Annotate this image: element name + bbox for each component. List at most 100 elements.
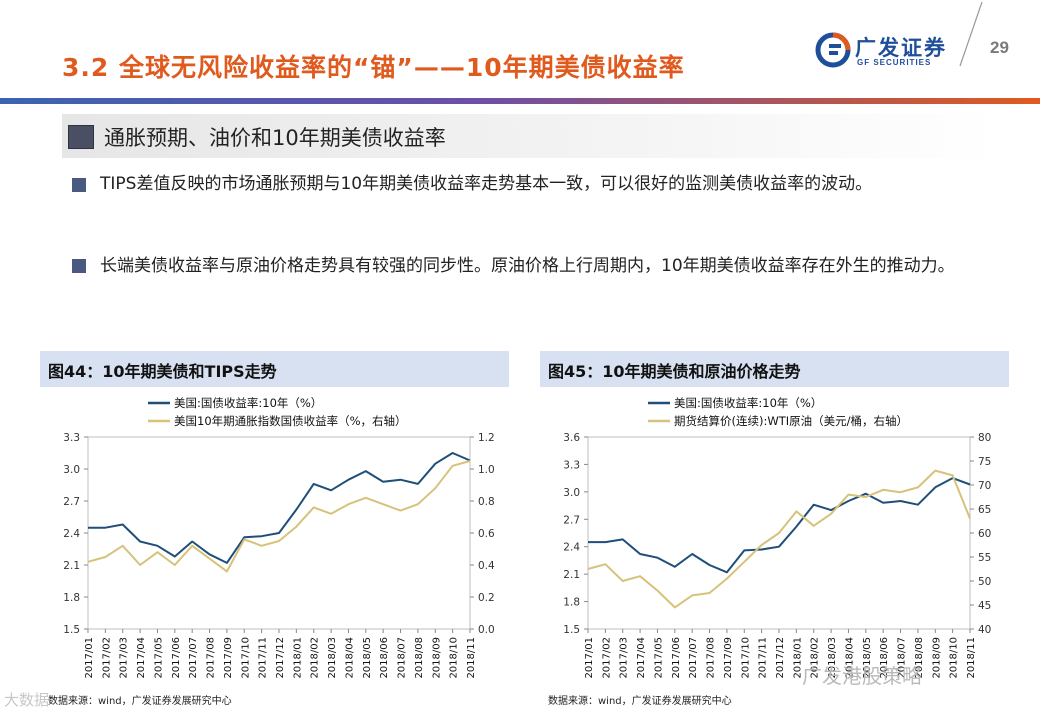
x-tick-label: 2017/07 bbox=[688, 637, 699, 679]
x-tick-label: 2017/11 bbox=[758, 637, 769, 679]
x-tick-label: 2017/02 bbox=[601, 637, 612, 679]
chart-title: 图45：10年期美债和原油价格走势 bbox=[548, 362, 801, 381]
bullet-text-2: 长端美债收益率与原油价格走势具有较强的同步性。原油价格上行周期内，10年期美债收… bbox=[100, 256, 955, 276]
y-left-tick-label: 3.0 bbox=[63, 464, 80, 476]
x-tick-label: 2017/09 bbox=[223, 637, 234, 679]
chart-panel-header: 图45：10年期美债和原油价格走势 bbox=[540, 351, 1009, 387]
chart-source-44: 数据来源：wind，广发证券发展研究中心 bbox=[48, 696, 232, 707]
y-left-tick-label: 3.3 bbox=[563, 459, 580, 471]
x-tick-label: 2017/05 bbox=[653, 637, 664, 679]
x-tick-label: 2017/11 bbox=[258, 637, 269, 679]
x-tick-label: 2018/02 bbox=[310, 637, 321, 679]
y-left-tick-label: 2.4 bbox=[63, 528, 80, 540]
y-right-tick-label: 40 bbox=[978, 624, 991, 636]
header-divider-bar bbox=[0, 98, 1040, 104]
y-right-tick-label: 0.4 bbox=[478, 560, 495, 572]
chart-panel-header: 图44：10年期美债和TIPS走势 bbox=[40, 351, 509, 387]
y-right-tick-label: 50 bbox=[978, 576, 991, 588]
chart-source-45: 数据来源：wind，广发证券发展研究中心 bbox=[548, 696, 732, 707]
x-tick-label: 2018/07 bbox=[897, 637, 908, 679]
y-left-tick-label: 3.6 bbox=[563, 432, 580, 444]
y-right-tick-label: 0.6 bbox=[478, 528, 495, 540]
x-tick-label: 2017/04 bbox=[136, 637, 147, 679]
x-tick-label: 2018/08 bbox=[914, 637, 925, 679]
x-tick-label: 2018/06 bbox=[879, 637, 890, 679]
x-tick-label: 2017/01 bbox=[84, 637, 95, 679]
x-tick-label: 2018/05 bbox=[362, 637, 373, 679]
y-left-tick-label: 1.8 bbox=[563, 597, 580, 609]
x-tick-label: 2018/04 bbox=[844, 637, 855, 679]
y-left-tick-label: 2.7 bbox=[563, 514, 580, 526]
y-right-tick-label: 0.8 bbox=[478, 496, 495, 508]
bullet-text-1: TIPS差值反映的市场通胀预期与10年期美债收益率走势基本一致，可以很好的监测美… bbox=[100, 174, 873, 194]
x-tick-label: 2018/08 bbox=[414, 637, 425, 679]
bullet-square-icon bbox=[72, 259, 86, 273]
chart-panel-44: 图44：10年期美债和TIPS走势 美国:国债收益率:10年（%） 美国10年期通… bbox=[40, 351, 509, 691]
logo-name-cn: 广发证券 bbox=[855, 36, 947, 60]
x-tick-label: 2017/10 bbox=[240, 637, 251, 679]
x-tick-label: 2018/01 bbox=[792, 637, 803, 679]
x-tick-label: 2018/03 bbox=[827, 637, 838, 679]
y-right-tick-label: 65 bbox=[978, 504, 991, 516]
company-logo: 广发证券 GF SECURITIES bbox=[815, 30, 965, 74]
x-tick-label: 2018/10 bbox=[449, 637, 460, 679]
logo-name-en: GF SECURITIES bbox=[857, 58, 932, 67]
series-line bbox=[87, 460, 471, 573]
legend-label: 美国:国债收益率:10年（%） bbox=[174, 396, 322, 410]
y-left-tick-label: 1.8 bbox=[63, 592, 80, 604]
gf-logo-icon bbox=[815, 32, 851, 68]
section-header: 通胀预期、油价和10年期美债收益率 bbox=[62, 114, 997, 158]
x-tick-label: 2017/12 bbox=[775, 637, 786, 679]
y-left-tick-label: 1.5 bbox=[63, 624, 80, 636]
x-tick-label: 2017/03 bbox=[619, 637, 630, 679]
y-right-tick-label: 60 bbox=[978, 528, 991, 540]
y-right-tick-label: 75 bbox=[978, 456, 991, 468]
x-tick-label: 2017/01 bbox=[584, 637, 595, 679]
series-line bbox=[588, 477, 971, 574]
y-right-tick-label: 80 bbox=[978, 432, 991, 444]
y-right-tick-label: 0.0 bbox=[478, 624, 495, 636]
watermark-text: 广发港股策略 bbox=[802, 664, 922, 688]
x-tick-label: 2017/06 bbox=[171, 637, 182, 679]
y-right-tick-label: 55 bbox=[978, 552, 991, 564]
x-tick-label: 2017/08 bbox=[206, 637, 217, 679]
x-tick-label: 2018/09 bbox=[431, 637, 442, 679]
x-tick-label: 2017/05 bbox=[153, 637, 164, 679]
chart-44: 美国:国债收益率:10年（%） 美国10年期通胀指数国债收益率（%，右轴） 1.5 1… bbox=[63, 396, 495, 679]
y-left-tick-label: 2.1 bbox=[563, 569, 580, 581]
x-tick-label: 2018/07 bbox=[397, 637, 408, 679]
x-tick-label: 2018/05 bbox=[862, 637, 873, 679]
legend-label: 期货结算价(连续):WTI原油（美元/桶，右轴） bbox=[674, 414, 908, 428]
x-tick-label: 2017/08 bbox=[706, 637, 717, 679]
page-title: 3.2 全球无风险收益率的“锚”——10年期美债收益率 bbox=[62, 53, 685, 82]
section-heading: 通胀预期、油价和10年期美债收益率 bbox=[104, 126, 446, 150]
x-tick-label: 2017/06 bbox=[671, 637, 682, 679]
x-tick-label: 2017/12 bbox=[275, 637, 286, 679]
y-right-tick-label: 0.2 bbox=[478, 592, 495, 604]
watermark-corner: 大数据 bbox=[4, 691, 50, 709]
x-tick-label: 2017/10 bbox=[740, 637, 751, 679]
y-right-tick-label: 1.0 bbox=[478, 464, 495, 476]
y-left-tick-label: 2.7 bbox=[63, 496, 80, 508]
x-tick-label: 2018/04 bbox=[344, 637, 355, 679]
legend-label: 美国:国债收益率:10年（%） bbox=[674, 396, 822, 410]
chart-title: 图44：10年期美债和TIPS走势 bbox=[48, 362, 277, 381]
page-number: 29 bbox=[990, 38, 1009, 57]
bullet-square-icon bbox=[72, 178, 86, 192]
x-tick-label: 2017/03 bbox=[119, 637, 130, 679]
x-tick-label: 2018/09 bbox=[931, 637, 942, 679]
x-tick-label: 2018/11 bbox=[966, 637, 977, 679]
chart-45: 美国:国债收益率:10年（%） 期货结算价(连续):WTI原油（美元/桶，右轴） 1… bbox=[563, 396, 991, 679]
series-line bbox=[587, 469, 971, 609]
x-tick-label: 2017/07 bbox=[188, 637, 199, 679]
x-tick-label: 2018/03 bbox=[327, 637, 338, 679]
x-tick-label: 2017/04 bbox=[636, 637, 647, 679]
y-right-tick-label: 1.2 bbox=[478, 432, 495, 444]
divider-slash bbox=[959, 1, 983, 67]
chart-panel-45: 图45：10年期美债和原油价格走势 美国:国债收益率:10年（%） 期货结算价(连… bbox=[540, 351, 1009, 691]
y-left-tick-label: 1.5 bbox=[563, 624, 580, 636]
y-right-tick-label: 45 bbox=[978, 600, 991, 612]
x-tick-label: 2018/06 bbox=[379, 637, 390, 679]
y-left-tick-label: 2.4 bbox=[563, 542, 580, 554]
y-left-tick-label: 3.3 bbox=[63, 432, 80, 444]
